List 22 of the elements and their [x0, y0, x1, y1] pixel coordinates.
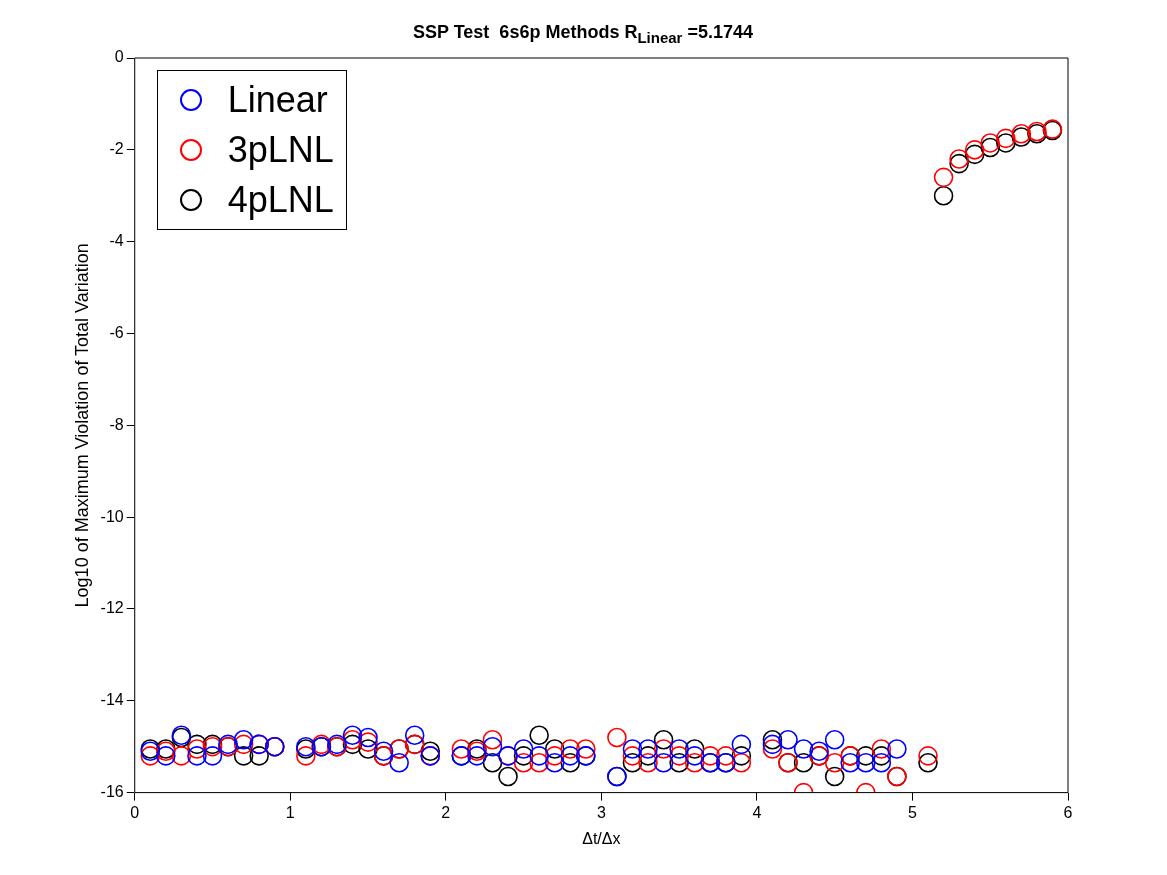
y-tick-label: -8: [109, 415, 124, 433]
x-tick-label: 0: [130, 803, 140, 821]
y-tick-label: -6: [109, 323, 124, 341]
legend-label: 3pLNL: [227, 128, 334, 172]
legend-label: 4pLNL: [227, 178, 334, 222]
x-tick-label: 6: [1063, 803, 1073, 821]
y-tick-label: -14: [100, 691, 124, 709]
y-tick-label: -4: [109, 232, 124, 250]
x-tick-label: 4: [752, 803, 762, 821]
chart-title: SSP Test 6s6p Methods R$_{Linear}$ =5.1744: [412, 22, 754, 46]
y-axis-title: Log10 of Maximum Violation of Total Variation: [71, 243, 92, 608]
x-tick-label: 5: [908, 803, 917, 821]
legend-label: Linear: [227, 78, 328, 122]
y-tick-label: -10: [100, 507, 124, 525]
y-tick-label: 0: [114, 48, 124, 66]
x-tick-label: 3: [596, 803, 606, 821]
y-tick-label: -16: [100, 783, 124, 801]
x-tick-label: 2: [441, 803, 451, 821]
y-tick-label: -12: [100, 599, 124, 617]
y-tick-label: -2: [109, 140, 124, 158]
x-axis-title: Δt/Δx: [582, 829, 621, 847]
x-tick-label: 1: [285, 803, 295, 821]
